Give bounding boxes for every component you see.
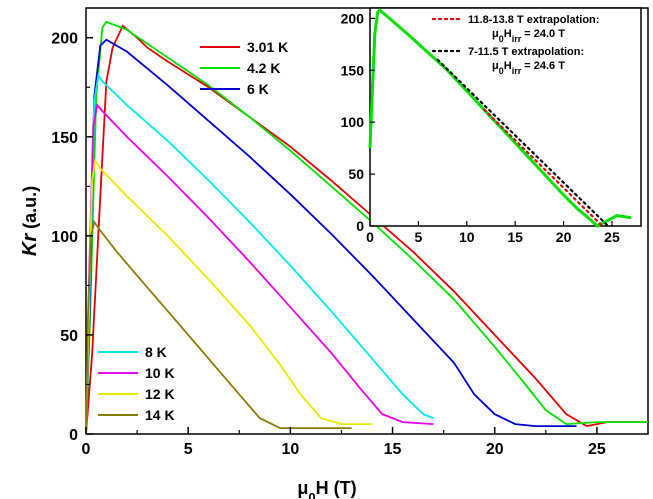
- inset-x-tick-label: 10: [459, 229, 475, 245]
- series-line-12-k: [85, 158, 373, 435]
- inset-legend-label: 11.8-13.8 T extrapolation:: [468, 14, 599, 26]
- inset-x-tick-label: 5: [414, 229, 422, 245]
- inset-legend-label: 7-11.5 T extrapolation:: [468, 46, 584, 58]
- x-tick-label: 15: [384, 441, 402, 458]
- series-line-6-k: [85, 38, 577, 435]
- series-line-3-01-k: [85, 24, 648, 435]
- y-tick-label: 150: [51, 130, 78, 147]
- series-line-4-2-k: [85, 20, 648, 435]
- inset-plot: 0 5 10 15 20 25 0 50 100 150 200 11.8-13.8 T extrap…: [341, 7, 642, 245]
- legend-label-12-k: 12 K: [145, 386, 175, 402]
- inset-legend-value: μ0Hirr = 24.6 T: [492, 60, 565, 76]
- inset-y-tick-label: 150: [341, 62, 365, 78]
- x-tick-label: 10: [281, 441, 299, 458]
- x-tick-label: 0: [82, 441, 91, 458]
- inset-y-tick-label: 50: [348, 166, 364, 182]
- inset-y-tick-label: 100: [341, 114, 365, 130]
- y-tick-label: 0: [69, 427, 78, 444]
- y-axis-title: Kr (a.u.): [19, 186, 41, 256]
- x-tick-label: 5: [184, 441, 193, 458]
- legend-label-6-k: 6 K: [247, 81, 269, 97]
- legend-label-4-2-k: 4.2 K: [247, 60, 280, 76]
- series-line-10-k: [85, 103, 434, 435]
- y-tick-label: 200: [51, 31, 78, 48]
- x-tick-label: 20: [486, 441, 504, 458]
- main-plot-frame: [85, 7, 649, 435]
- x-tick-label: 25: [588, 441, 606, 458]
- inset-x-tick-label: 25: [604, 229, 620, 245]
- legend-label-3-01-k: 3.01 K: [247, 39, 288, 55]
- inset-x-tick-label: 0: [366, 229, 374, 245]
- inset-legend-value: μ0Hirr = 24.0 T: [492, 28, 565, 44]
- inset-extrapolation-11-8-13-8-t-extrapolation: [483, 108, 604, 228]
- inset-y-tick-label: 0: [356, 218, 364, 234]
- y-tick-label: 50: [60, 328, 78, 345]
- series-line-14-k: [85, 219, 352, 435]
- inset-x-tick-label: 20: [556, 229, 572, 245]
- x-axis-title: μ0H (T): [297, 478, 356, 499]
- legend-label-14-k: 14 K: [145, 407, 175, 423]
- inset-extrapolation-7-11-5-t-extrapolation: [436, 58, 610, 228]
- legend-label-10-k: 10 K: [145, 365, 175, 381]
- inset-frame: [369, 7, 642, 227]
- y-tick-label: 100: [51, 229, 78, 246]
- inset-x-tick-label: 15: [507, 229, 523, 245]
- legend-label-8-k: 8 K: [145, 344, 167, 360]
- series-line-8-k: [85, 73, 434, 435]
- inset-y-tick-label: 200: [341, 10, 365, 26]
